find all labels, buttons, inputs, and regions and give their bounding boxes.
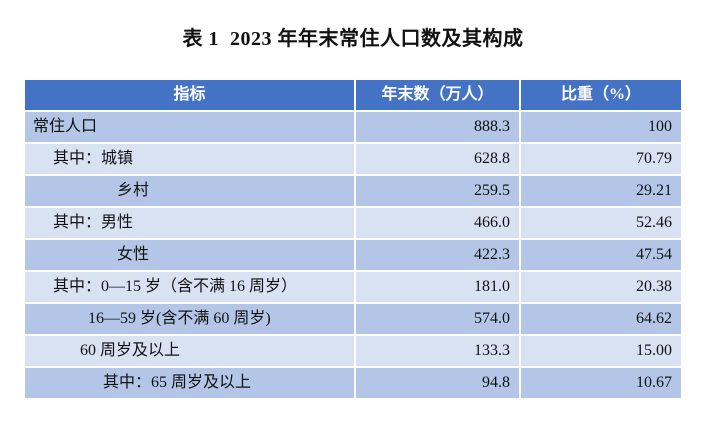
- value-cell: 628.8: [356, 144, 519, 174]
- value-cell: 888.3: [356, 112, 519, 142]
- value-cell: 259.5: [356, 176, 519, 206]
- share-cell: 20.38: [521, 272, 681, 302]
- share-cell: 64.62: [521, 304, 681, 334]
- population-table: 指标 年末数（万人） 比重（%） 常住人口 888.3 100 其中：城镇 62…: [25, 80, 681, 398]
- indicator-cell: 女性: [25, 240, 354, 270]
- share-cell: 10.67: [521, 368, 681, 398]
- value-cell: 181.0: [356, 272, 519, 302]
- indicator-cell: 其中：0—15 岁（含不满 16 周岁）: [25, 272, 354, 302]
- header-indicator: 指标: [25, 80, 354, 110]
- header-share: 比重（%）: [521, 80, 681, 110]
- indicator-cell: 其中：城镇: [25, 144, 354, 174]
- header-yearend-count: 年末数（万人）: [356, 80, 519, 110]
- share-cell: 70.79: [521, 144, 681, 174]
- table-title: 表 1 2023 年年末常住人口数及其构成: [182, 28, 524, 50]
- value-cell: 94.8: [356, 368, 519, 398]
- indicator-cell: 常住人口: [25, 112, 354, 142]
- value-cell: 574.0: [356, 304, 519, 334]
- indicator-cell: 其中：65 周岁及以上: [25, 368, 354, 398]
- value-cell: 133.3: [356, 336, 519, 366]
- value-cell: 466.0: [356, 208, 519, 238]
- share-cell: 52.46: [521, 208, 681, 238]
- value-cell: 422.3: [356, 240, 519, 270]
- share-cell: 47.54: [521, 240, 681, 270]
- indicator-cell: 乡村: [25, 176, 354, 206]
- share-cell: 100: [521, 112, 681, 142]
- share-cell: 15.00: [521, 336, 681, 366]
- share-cell: 29.21: [521, 176, 681, 206]
- indicator-cell: 60 周岁及以上: [25, 336, 354, 366]
- indicator-cell: 其中：男性: [25, 208, 354, 238]
- indicator-cell: 16—59 岁(含不满 60 周岁): [25, 304, 354, 334]
